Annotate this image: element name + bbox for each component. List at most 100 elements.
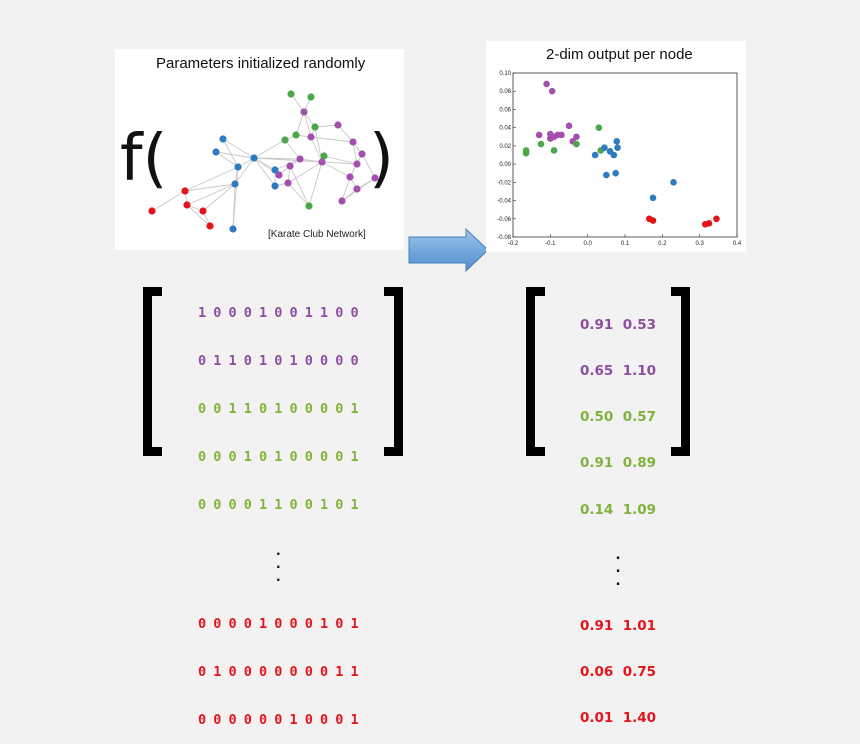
scatter-point-purple xyxy=(565,122,573,130)
scatter-point-green xyxy=(522,149,530,157)
graph-node xyxy=(181,187,189,195)
graph-node xyxy=(206,222,214,230)
matrix-row: 0 1 0 0 0 0 0 0 0 1 1 xyxy=(198,664,359,680)
plot-frame xyxy=(512,72,738,238)
graph-edge xyxy=(186,204,211,227)
scatter-point-purple xyxy=(573,133,580,141)
y-tick-label: 0.00 xyxy=(499,162,511,168)
scatter-point-purple xyxy=(558,131,565,139)
graph-edge xyxy=(215,151,239,168)
x-tick-label: 0.4 xyxy=(733,241,742,247)
graph-node xyxy=(349,138,357,146)
binary-adjacency-matrix: 1 0 0 0 1 0 0 1 1 0 0 0 1 1 0 1 0 1 0 0 … xyxy=(198,273,359,744)
graph-node xyxy=(234,163,242,171)
scatter-point-red xyxy=(649,217,657,224)
graph-node xyxy=(219,135,227,143)
left-bracket-embedding xyxy=(526,287,545,456)
graph-edge xyxy=(253,157,323,163)
graph-edge xyxy=(202,183,236,212)
graph-node xyxy=(296,155,304,163)
graph-node xyxy=(358,150,366,158)
matrix-row: 0 0 1 1 0 1 0 0 0 0 1 xyxy=(198,401,359,417)
matrix-row: 0.14 1.09 xyxy=(580,501,657,518)
scatter-point-blue xyxy=(612,169,619,177)
graph-node xyxy=(231,180,239,188)
graph-node xyxy=(307,133,315,141)
function-close-symbol: ) xyxy=(369,122,394,196)
graph-edge xyxy=(287,161,323,184)
y-tick-label: -0.04 xyxy=(497,199,511,205)
scatter-point-blue xyxy=(614,144,621,152)
matrix-row: 0.06 0.75 xyxy=(580,663,657,680)
graph-panel: Parameters initialized randomly f( ) [Ka… xyxy=(115,49,404,250)
graph-edge xyxy=(287,182,310,207)
graph-node xyxy=(287,90,295,98)
y-tick-label: 0.04 xyxy=(499,126,511,132)
graph-edge xyxy=(184,183,236,192)
matrix-ellipsis: . . . xyxy=(615,546,621,589)
scatter-point-blue xyxy=(601,144,608,152)
graph-edge xyxy=(337,124,354,143)
graph-edge xyxy=(308,161,323,207)
scatter-point-green xyxy=(573,140,580,148)
matrix-row: 0.91 0.53 xyxy=(580,316,657,333)
scatter-point-green xyxy=(537,140,545,148)
scatter-point-purple xyxy=(547,135,554,142)
graph-edge xyxy=(303,111,312,138)
matrix-row: 0 0 0 0 0 0 1 0 0 0 1 xyxy=(198,712,359,728)
graph-edge xyxy=(314,124,339,128)
graph-node xyxy=(334,121,342,129)
graph-edge xyxy=(232,166,239,230)
x-tick-label: 0.3 xyxy=(695,241,704,247)
graph-node xyxy=(320,152,328,160)
scatter-title: 2-dim output per node xyxy=(546,46,693,63)
y-tick-label: -0.08 xyxy=(497,235,511,241)
graph-edge xyxy=(253,139,286,159)
graph-node xyxy=(212,148,220,156)
x-tick-label: -0.2 xyxy=(508,241,519,247)
graph-edge xyxy=(310,136,354,143)
matrix-row: 0 0 0 1 0 1 0 0 0 0 1 xyxy=(198,449,359,465)
graph-node xyxy=(199,207,207,215)
right-bracket-embedding xyxy=(671,287,690,456)
function-open-symbol: f( xyxy=(120,122,168,196)
matrix-row: 0 0 0 0 1 0 0 0 1 0 1 xyxy=(198,616,359,632)
matrix-row: 0 0 0 0 1 1 0 0 1 0 1 xyxy=(198,497,359,513)
scatter-panel: 2-dim output per node -0.2 -0.1 0.0 0.1 0.2 0… xyxy=(486,41,746,252)
scatter-point-purple xyxy=(535,131,543,139)
graph-caption: [Karate Club Network] xyxy=(268,229,366,240)
scatter-point-red xyxy=(713,215,720,223)
matrix-row: 0.65 1.10 xyxy=(580,363,657,380)
graph-node xyxy=(371,174,379,182)
scatter-point-blue xyxy=(670,179,677,186)
graph-node xyxy=(281,136,289,144)
scatter-point-blue xyxy=(613,138,621,145)
graph-node xyxy=(284,179,292,187)
scatter-plot: -0.2 -0.1 0.0 0.1 0.2 0.3 0.4 0.10 0.08 0.06 0.04 0… xyxy=(497,71,742,247)
graph-edge xyxy=(151,190,186,212)
y-tick-label: 0.08 xyxy=(499,89,511,95)
y-tick-label: -0.06 xyxy=(497,217,511,223)
matrix-row: 0 1 1 0 1 0 1 0 0 0 0 xyxy=(198,353,359,369)
x-tick-label: 0.0 xyxy=(583,241,592,247)
right-bracket-binary xyxy=(384,287,403,456)
x-tick-label: 0.1 xyxy=(621,241,630,247)
scatter-point-blue xyxy=(603,171,610,179)
graph-node xyxy=(183,201,191,209)
y-tick-label: 0.06 xyxy=(499,107,511,113)
graph-node xyxy=(311,123,319,131)
graph-edge xyxy=(321,161,358,165)
matrix-row: 1 0 0 0 1 0 0 1 1 0 0 xyxy=(198,305,359,321)
graph-edge xyxy=(234,157,255,185)
graph-node xyxy=(229,225,237,233)
scatter-point-green xyxy=(595,124,603,131)
scatter-point-purple xyxy=(543,80,550,88)
graph-edge xyxy=(253,157,276,171)
graph-edge xyxy=(352,141,358,165)
left-bracket-binary xyxy=(143,287,162,456)
scatter-point-green xyxy=(550,147,558,154)
graph-edge xyxy=(310,136,323,163)
graph-node xyxy=(305,202,313,210)
scatter-point-blue xyxy=(610,151,618,159)
matrix-row: 0.91 0.89 xyxy=(580,455,657,472)
